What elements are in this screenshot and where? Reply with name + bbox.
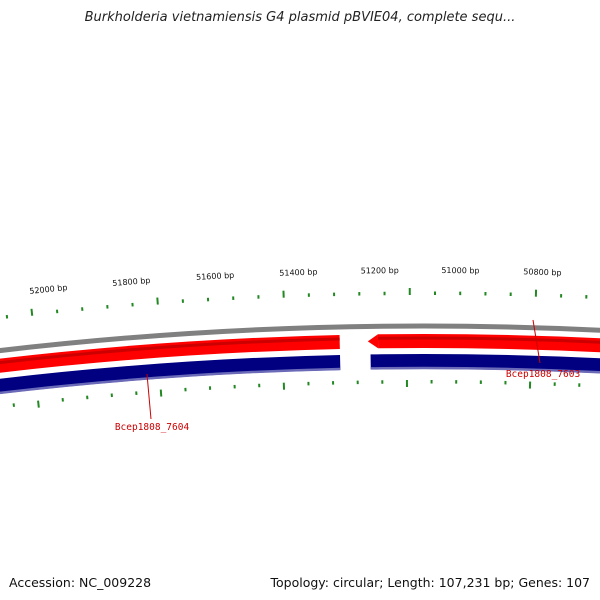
gene-bcep1808-7603-forward-shade — [377, 336, 600, 344]
scale-label: 51800 bp — [112, 276, 151, 288]
inner-tick — [159, 389, 163, 397]
gene-bcep1808-7604-forward — [0, 334, 340, 373]
inner-tick — [37, 400, 40, 408]
scale-label: 52000 bp — [29, 283, 68, 296]
scale-label: 51000 bp — [441, 266, 479, 275]
outer-tick — [156, 297, 159, 305]
plasmid-backbone — [0, 323, 600, 354]
gene-label: Bcep1808_7603 — [506, 369, 580, 380]
scale-label: 51200 bp — [361, 266, 399, 275]
map-title: Burkholderia vietnamiensis G4 plasmid pB… — [84, 10, 516, 25]
accession-label: Accession: NC_009228 — [9, 575, 152, 590]
scale-label: 51600 bp — [196, 271, 235, 282]
cds-bcep1808-7603-edge — [370, 366, 600, 374]
gene-bcep1808-7604-forward-shade — [0, 337, 340, 365]
gene-label: Bcep1808_7604 — [115, 422, 190, 433]
gene-arrowhead — [367, 334, 379, 349]
scale-label: 51400 bp — [279, 267, 317, 277]
outer-tick — [30, 308, 34, 316]
scale-label: 50800 bp — [523, 267, 561, 277]
gene-leader-line — [532, 319, 541, 364]
gene-leader-line — [146, 373, 152, 420]
topology-summary: Topology: circular; Length: 107,231 bp; … — [270, 575, 591, 590]
cds-bcep1808-7604-edge — [0, 367, 341, 395]
